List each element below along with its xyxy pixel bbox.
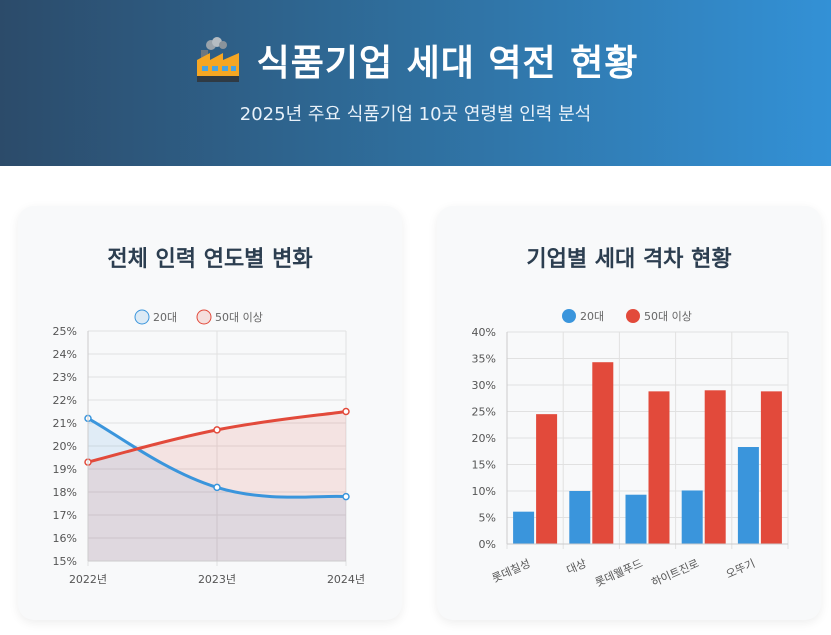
y-tick-label: 40%: [472, 326, 496, 339]
x-tick-label: 롯데칠성: [490, 557, 532, 585]
bar: [569, 491, 591, 544]
y-tick-label: 15%: [53, 555, 77, 568]
bar: [760, 391, 782, 544]
bar: [625, 494, 647, 544]
y-tick-label: 20%: [53, 440, 77, 453]
legend-label: 50대 이상: [644, 310, 692, 323]
y-tick-label: 10%: [472, 485, 496, 498]
y-tick-label: 0%: [479, 538, 496, 551]
x-tick-label: 오뚜기: [724, 557, 757, 581]
y-tick-label: 16%: [53, 532, 77, 545]
y-tick-label: 21%: [53, 417, 77, 430]
x-tick-label: 2022년: [69, 573, 107, 586]
bar: [513, 511, 535, 544]
bar: [648, 391, 670, 544]
x-tick-label: 2024년: [327, 573, 365, 586]
y-tick-label: 25%: [53, 325, 77, 338]
y-tick-label: 23%: [53, 371, 77, 384]
y-tick-label: 20%: [472, 432, 496, 445]
y-tick-label: 15%: [472, 459, 496, 472]
y-tick-label: 35%: [472, 353, 496, 366]
data-point: [342, 492, 350, 501]
x-tick-label: 롯데웰푸드: [593, 557, 645, 589]
data-point: [213, 426, 221, 434]
y-tick-label: 18%: [53, 486, 77, 499]
y-tick-label: 17%: [53, 509, 77, 522]
x-tick-label: 2023년: [198, 573, 236, 586]
legend-marker: [562, 309, 576, 323]
line-chart: 20대 50대 이상 15% 16% 17% 18% 19% 20% 21% 22% 23% 24% 2…: [53, 309, 365, 586]
legend-label: 20대: [153, 311, 177, 324]
factory-icon: [196, 37, 239, 82]
legend-label: 20대: [580, 310, 604, 323]
legend-marker: [134, 309, 150, 325]
title-row: 식품기업 세대 역전 현황: [0, 34, 831, 86]
header-banner: 식품기업 세대 역전 현황 2025년 주요 식품기업 10곳 연령별 인력 분…: [0, 0, 831, 166]
y-tick-label: 19%: [53, 463, 77, 476]
y-tick-label: 24%: [53, 348, 77, 361]
bar: [681, 490, 703, 544]
y-tick-label: 30%: [472, 379, 496, 392]
x-tick-label: 하이트진로: [649, 556, 701, 589]
y-tick-label: 25%: [472, 406, 496, 419]
x-tick-label: 대상: [565, 557, 589, 577]
legend-label: 50대 이상: [215, 311, 263, 324]
bar: [536, 414, 558, 544]
data-point: [213, 483, 221, 492]
bar-chart: 20대 50대 이상 0% 5% 10% 15% 20% 25% 30% 35% 40% 롯데칠성 대상…: [472, 309, 789, 589]
legend-marker: [196, 309, 212, 325]
legend-marker: [626, 309, 640, 323]
page-subtitle: 2025년 주요 식품기업 10곳 연령별 인력 분석: [239, 104, 592, 125]
page-title: 식품기업 세대 역전 현황: [256, 43, 639, 84]
bar: [737, 447, 759, 544]
y-tick-label: 22%: [53, 394, 77, 407]
bar-chart-title: 기업별 세대 격차 현황: [526, 247, 732, 272]
line-chart-title: 전체 인력 연도별 변화: [107, 247, 313, 272]
bar: [704, 390, 726, 544]
y-tick-label: 5%: [479, 512, 496, 525]
bar: [592, 362, 614, 544]
line-chart-card: 전체 인력 연도별 변화 20대 50대 이상 15% 16% 17% 18% 19% 20%…: [18, 206, 402, 620]
data-point: [342, 407, 350, 416]
bar-chart-card: 기업별 세대 격차 현황 20대 50대 이상 0% 5% 10% 15% 20% 25% 30…: [437, 206, 821, 620]
